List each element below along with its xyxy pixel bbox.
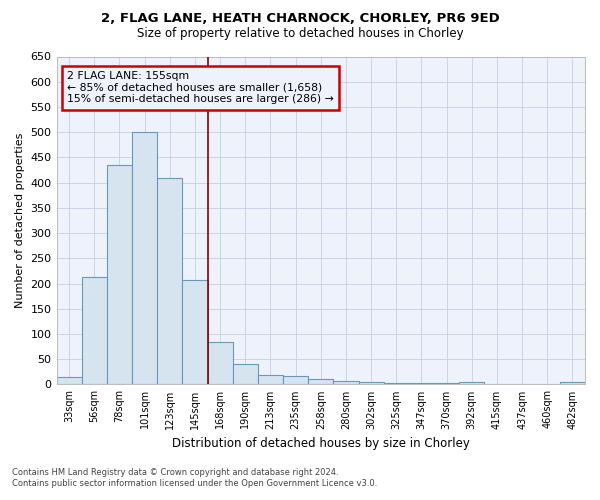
X-axis label: Distribution of detached houses by size in Chorley: Distribution of detached houses by size … — [172, 437, 470, 450]
Bar — [560, 382, 585, 384]
Bar — [308, 379, 334, 384]
Bar — [56, 377, 82, 384]
Bar — [157, 178, 182, 384]
Text: 2, FLAG LANE, HEATH CHARNOCK, CHORLEY, PR6 9ED: 2, FLAG LANE, HEATH CHARNOCK, CHORLEY, P… — [101, 12, 499, 26]
Bar — [82, 278, 107, 384]
Bar — [107, 165, 132, 384]
Text: Size of property relative to detached houses in Chorley: Size of property relative to detached ho… — [137, 28, 463, 40]
Bar — [459, 382, 484, 384]
Text: 2 FLAG LANE: 155sqm
← 85% of detached houses are smaller (1,658)
15% of semi-det: 2 FLAG LANE: 155sqm ← 85% of detached ho… — [67, 72, 334, 104]
Bar — [208, 342, 233, 384]
Bar — [233, 364, 258, 384]
Bar — [283, 376, 308, 384]
Bar — [334, 382, 359, 384]
Bar — [359, 382, 383, 384]
Text: Contains HM Land Registry data © Crown copyright and database right 2024.
Contai: Contains HM Land Registry data © Crown c… — [12, 468, 377, 487]
Y-axis label: Number of detached properties: Number of detached properties — [15, 133, 25, 308]
Bar — [182, 280, 208, 384]
Bar — [258, 376, 283, 384]
Bar — [132, 132, 157, 384]
